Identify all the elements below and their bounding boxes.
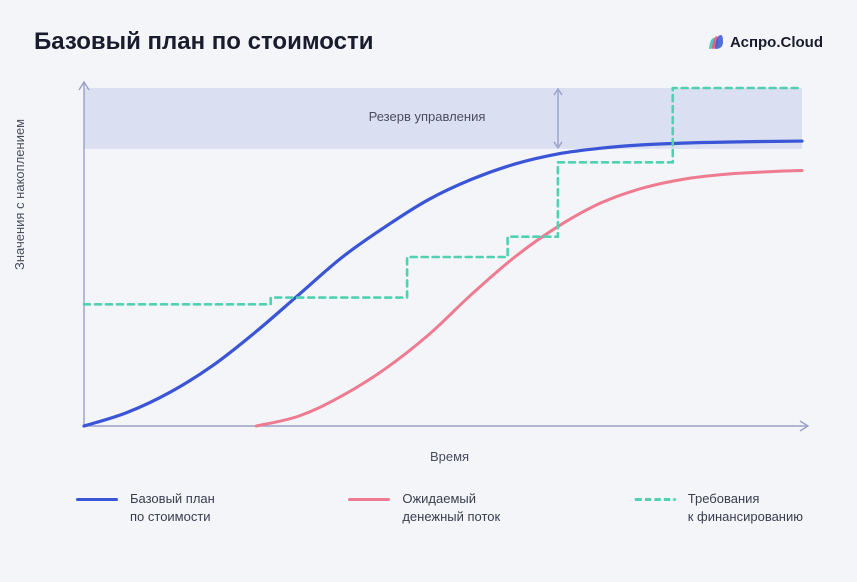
legend: Базовый план по стоимости Ожидаемый дене… (76, 490, 823, 525)
brand-icon (706, 35, 724, 50)
series-baseline (84, 141, 802, 426)
legend-swatch-expected (348, 498, 390, 501)
series-expected (256, 170, 802, 426)
legend-swatch-baseline (76, 498, 118, 501)
brand-logo: Аспро.Cloud (706, 34, 823, 51)
legend-item-expected: Ожидаемый денежный поток (348, 490, 500, 525)
page-title: Базовый план по стоимости (34, 28, 373, 56)
chart-card: Базовый план по стоимости Аспро.Cloud Зн… (0, 0, 857, 582)
legend-item-baseline: Базовый план по стоимости (76, 490, 215, 525)
legend-label-baseline: Базовый план по стоимости (130, 490, 215, 525)
chart-svg (76, 74, 816, 434)
x-axis-label: Время (76, 449, 823, 464)
header: Базовый план по стоимости Аспро.Cloud (34, 28, 823, 56)
brand-name: Аспро.Cloud (730, 34, 823, 51)
legend-item-funding: Требования к финансированию (634, 490, 803, 525)
chart-area: Резерв управления (76, 74, 823, 439)
legend-label-expected: Ожидаемый денежный поток (402, 490, 500, 525)
y-axis-label: Значения с накоплением (12, 119, 27, 270)
legend-label-funding: Требования к финансированию (688, 490, 803, 525)
legend-swatch-funding (634, 498, 676, 501)
